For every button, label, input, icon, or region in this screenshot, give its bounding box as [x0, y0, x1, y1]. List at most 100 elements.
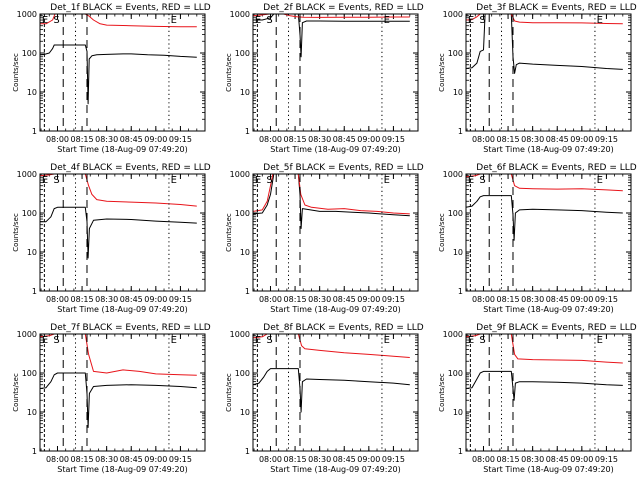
- x-tick-label: 08:30: [521, 295, 544, 304]
- x-tick-label: 08:45: [546, 455, 569, 464]
- x-tick-label: 08:45: [120, 295, 143, 304]
- y-tick-label: 1000: [17, 170, 37, 179]
- x-tick-label: 08:15: [71, 135, 94, 144]
- y-tick-label: 100: [235, 49, 250, 58]
- x-tick-label: 09:00: [357, 455, 380, 464]
- x-axis-label: Start Time (18-Aug-09 07:49:20): [483, 305, 614, 314]
- x-tick-label: 09:15: [382, 295, 405, 304]
- x-tick-label: 08:30: [521, 135, 544, 144]
- plot-frame-8: [252, 333, 419, 452]
- x-tick-label: 08:30: [95, 295, 118, 304]
- series-events-line: [252, 368, 410, 413]
- marker-e-left: E: [255, 335, 261, 346]
- marker-e-right: E: [597, 175, 603, 186]
- plot-frame-9: [465, 333, 632, 452]
- x-tick-label: 08:15: [71, 455, 94, 464]
- x-axis-label: Start Time (18-Aug-09 07:49:20): [270, 465, 401, 474]
- y-tick-label: 1: [32, 127, 37, 136]
- x-tick-label: 08:45: [120, 455, 143, 464]
- x-tick-label: 09:15: [169, 455, 192, 464]
- marker-e-left: E: [255, 175, 261, 186]
- y-axis-label: Counts/sec: [438, 213, 446, 252]
- series-events-line: [40, 206, 197, 259]
- x-tick-label: 09:00: [357, 135, 380, 144]
- marker-s: S: [266, 15, 272, 26]
- y-tick-label: 1: [458, 287, 463, 296]
- y-axis-label: Counts/sec: [12, 53, 20, 92]
- series-events-line: [252, 173, 410, 229]
- y-tick-label: 1: [245, 127, 250, 136]
- x-tick-label: 08:00: [46, 135, 69, 144]
- y-tick-label: 10: [240, 88, 250, 97]
- y-tick-label: 100: [448, 369, 463, 378]
- series-events-line: [253, 13, 410, 58]
- plot-frame-5: [252, 173, 419, 292]
- x-tick-label: 08:30: [95, 455, 118, 464]
- chart-title-3: Det_3f BLACK = Events, RED = LLD: [476, 3, 636, 13]
- y-tick-label: 100: [22, 209, 37, 218]
- x-tick-label: 08:00: [472, 135, 495, 144]
- marker-e-left: E: [468, 335, 474, 346]
- x-tick-label: 09:00: [144, 295, 167, 304]
- x-tick-label: 08:15: [284, 455, 307, 464]
- x-tick-label: 08:00: [259, 455, 282, 464]
- y-tick-label: 1000: [230, 10, 250, 19]
- x-axis-label: Start Time (18-Aug-09 07:49:20): [57, 145, 188, 154]
- x-tick-label: 08:00: [259, 135, 282, 144]
- marker-e-left: E: [42, 175, 48, 186]
- x-tick-label: 09:15: [382, 135, 405, 144]
- y-tick-label: 1000: [443, 330, 463, 339]
- series-events-line: [39, 44, 197, 105]
- marker-e-left: E: [42, 335, 48, 346]
- y-axis-label: Counts/sec: [12, 373, 20, 412]
- x-tick-label: 08:30: [308, 295, 331, 304]
- y-tick-label: 10: [453, 248, 463, 257]
- x-tick-label: 09:00: [570, 295, 593, 304]
- y-tick-label: 1: [32, 447, 37, 456]
- x-tick-label: 08:45: [333, 135, 356, 144]
- marker-s: S: [479, 175, 485, 186]
- x-tick-label: 08:45: [546, 135, 569, 144]
- x-tick-label: 08:30: [521, 455, 544, 464]
- x-tick-label: 08:15: [284, 295, 307, 304]
- y-tick-label: 1: [458, 447, 463, 456]
- x-tick-label: 08:45: [120, 135, 143, 144]
- x-tick-label: 09:00: [357, 295, 380, 304]
- x-tick-label: 09:15: [169, 135, 192, 144]
- plot-frame-7: [39, 333, 206, 452]
- x-tick-label: 08:15: [497, 455, 520, 464]
- plot-frame-1: [39, 13, 206, 132]
- y-tick-label: 10: [240, 248, 250, 257]
- series-lld-line: [465, 173, 623, 192]
- x-tick-label: 09:15: [169, 295, 192, 304]
- x-tick-label: 09:15: [595, 295, 618, 304]
- y-tick-label: 10: [27, 408, 37, 417]
- x-tick-label: 09:00: [144, 455, 167, 464]
- chart-title-1: Det_1f BLACK = Events, RED = LLD: [50, 3, 210, 13]
- plot-frame-2: [252, 13, 419, 132]
- y-tick-label: 100: [448, 209, 463, 218]
- y-tick-label: 10: [27, 248, 37, 257]
- marker-s: S: [53, 15, 59, 26]
- x-axis-label: Start Time (18-Aug-09 07:49:20): [270, 145, 401, 154]
- marker-s: S: [479, 335, 485, 346]
- chart-title-6: Det_6f BLACK = Events, RED = LLD: [476, 163, 636, 173]
- marker-s: S: [53, 335, 59, 346]
- marker-e-right: E: [171, 335, 177, 346]
- chart-title-9: Det_9f BLACK = Events, RED = LLD: [476, 323, 636, 333]
- marker-e-right: E: [597, 335, 603, 346]
- marker-e-right: E: [171, 175, 177, 186]
- marker-e-left: E: [42, 15, 48, 26]
- x-tick-label: 08:00: [46, 455, 69, 464]
- series-lld-line: [465, 333, 623, 364]
- y-axis-label: Counts/sec: [225, 373, 233, 412]
- x-tick-label: 08:15: [284, 135, 307, 144]
- marker-e-right: E: [384, 175, 390, 186]
- series-lld-line: [465, 13, 623, 25]
- series-lld-line: [40, 13, 197, 28]
- y-tick-label: 100: [448, 49, 463, 58]
- chart-title-7: Det_7f BLACK = Events, RED = LLD: [50, 323, 210, 333]
- series-lld-line: [252, 173, 410, 215]
